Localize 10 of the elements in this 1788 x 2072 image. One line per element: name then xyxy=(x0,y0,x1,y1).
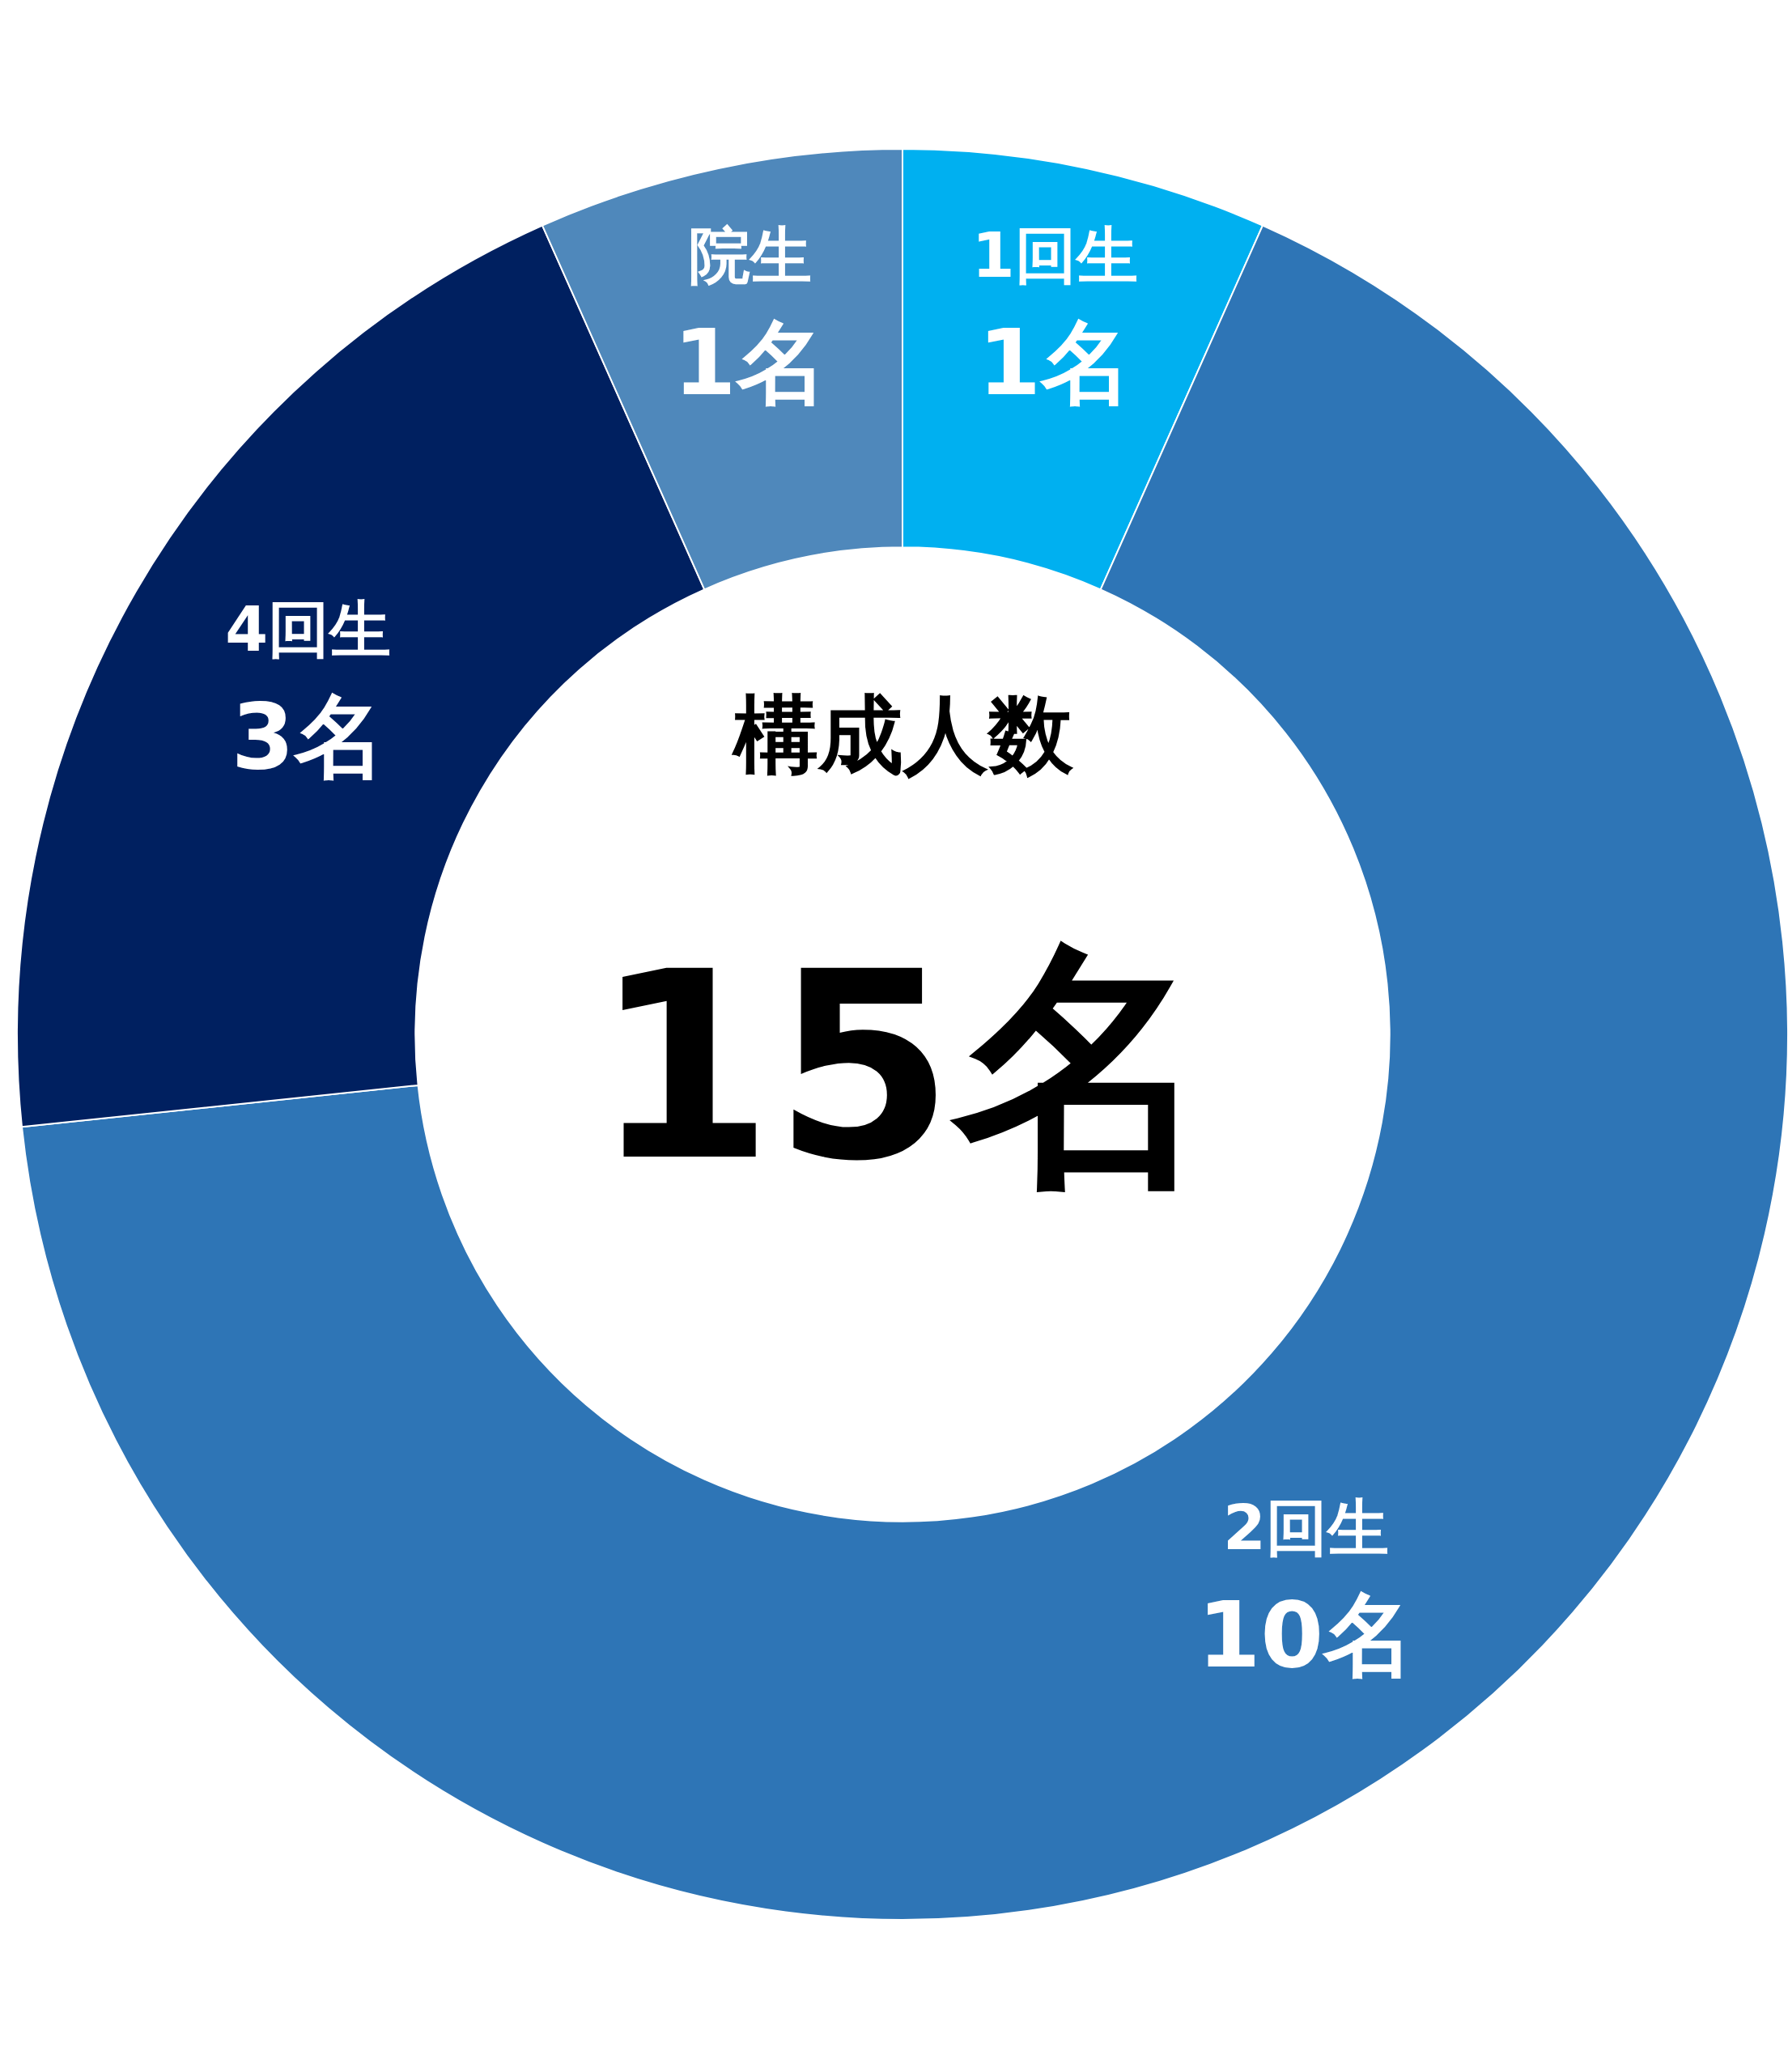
slice-label: 1回生 xyxy=(971,219,1138,291)
data-label: 3名 xyxy=(231,684,385,790)
text: 15名 xyxy=(593,916,1213,1217)
slice-label: 4回生 xyxy=(225,592,392,665)
data-label: 10名 xyxy=(1197,1582,1415,1688)
slice-label: 2回生 xyxy=(1222,1491,1389,1564)
text: 構成人数 xyxy=(731,686,1074,784)
slice-label: 院生 xyxy=(688,219,812,291)
data-label: 1名 xyxy=(978,310,1132,416)
data-label: 1名 xyxy=(673,310,827,416)
